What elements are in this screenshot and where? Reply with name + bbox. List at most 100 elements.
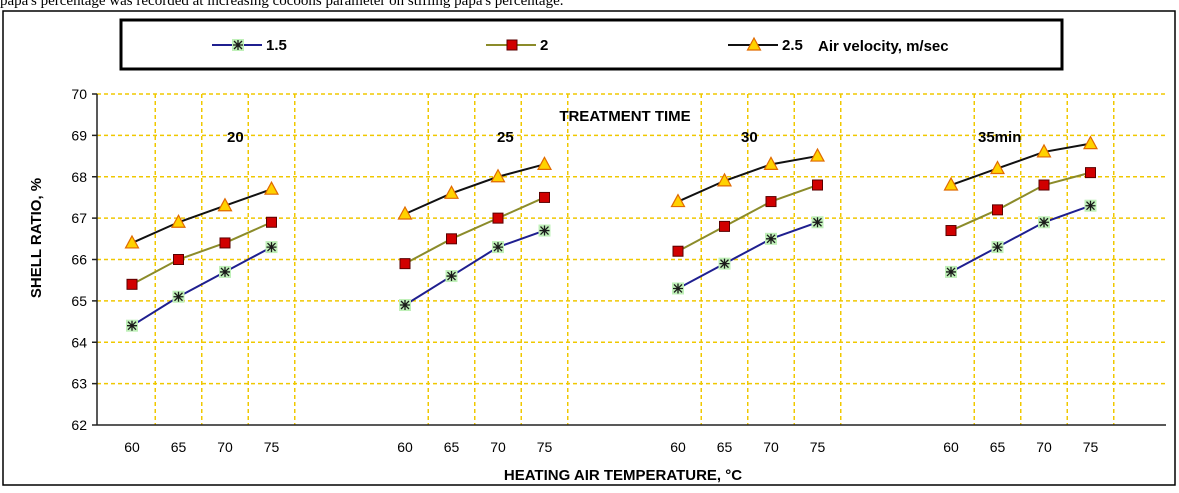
square-marker [266,216,277,228]
asterisk-marker [232,39,244,51]
triangle-marker [763,156,779,170]
grid [97,93,1166,425]
y-tick-label: 62 [71,417,87,433]
legend-items: 1.5 2 2.5 [212,36,803,54]
triangle-marker [263,180,280,195]
legend-item: 2.5 [728,36,803,54]
asterisk-marker [1084,199,1097,212]
asterisk-marker [538,224,551,237]
square-marker [539,191,550,203]
square-marker [672,245,684,257]
legend: 1.5 2 2.5 Air velocity, m/sec [119,18,1064,71]
triangle-marker [1036,143,1052,158]
asterisk-marker [672,282,684,295]
square-marker [446,233,457,245]
triangle-marker [989,160,1006,175]
asterisk-marker-glyph [173,291,184,302]
asterisk-marker-glyph [1039,217,1049,228]
series-line [677,184,818,253]
asterisk-marker [718,257,731,270]
x-tick-label: 60 [124,439,140,455]
chart-border [2,10,1176,486]
series-line [131,188,272,244]
asterisk-marker-glyph [946,266,956,277]
legend-label: 1.5 [266,37,287,54]
asterisk-marker-glyph [220,266,230,277]
legend-title: Air velocity, m/sec [818,38,949,55]
triangle-marker [670,193,686,208]
triangle-marker [943,176,959,191]
group-label: 20 [227,129,244,146]
asterisk-marker-glyph [812,217,823,228]
x-tick-label: 75 [264,439,280,455]
asterisk-marker-glyph [766,233,776,244]
legend-label: 2 [540,37,548,54]
asterisk-marker [172,290,185,303]
triangle-marker [809,147,826,162]
x-axis: 60 65 70 75 60 65 70 75 60 65 70 75 60 65 70 75 [97,424,1166,455]
square-marker [1038,179,1050,191]
asterisk-marker-glyph [400,300,410,311]
square-marker [492,212,504,224]
asterisk-marker [265,241,278,254]
series-line [950,171,1091,232]
x-tick-label: 65 [444,439,460,455]
series-line [131,246,272,327]
asterisk-marker-glyph [493,242,503,253]
legend-item: 2 [486,37,548,54]
series-line [404,163,545,215]
asterisk-marker [811,216,824,229]
group-label: 25 [497,129,514,146]
x-tick-label: 65 [171,439,187,455]
square-marker [173,254,184,265]
x-tick-label: 75 [810,439,826,455]
triangle-marker [536,156,553,170]
triangle-marker [716,172,733,187]
square-marker [719,220,730,232]
legend-box [119,18,1064,71]
asterisk-marker [399,299,411,312]
legend-item: 1.5 [212,37,287,54]
x-tick-label: 60 [670,439,686,455]
square-marker [945,225,957,237]
group-title: TREATMENT TIME [559,108,690,125]
group-label: 30 [741,129,758,146]
x-tick-label: 75 [1083,439,1099,455]
triangle-marker [124,234,140,249]
y-tick-label: 67 [71,210,87,226]
square-marker [399,258,411,270]
asterisk-marker [219,265,231,278]
series-line [950,142,1091,186]
asterisk-marker-glyph [673,283,683,294]
asterisk-marker [765,232,777,245]
y-tick-label: 64 [71,334,87,350]
asterisk-marker [991,241,1004,254]
asterisk-marker-glyph [446,271,457,282]
x-tick-label: 75 [537,439,553,455]
triangle-marker [490,168,506,183]
triangle-marker [746,36,762,51]
series-line [131,221,272,286]
y-tick-label: 68 [71,169,87,185]
x-tick-label: 60 [397,439,413,455]
series-line [950,204,1091,273]
x-tick-label: 70 [490,439,506,455]
asterisk-marker [1038,216,1050,229]
triangle-marker [1082,135,1099,150]
x-tick-label: 65 [717,439,733,455]
legend-label: 2.5 [782,37,803,54]
asterisk-marker [445,270,458,283]
y-tick-label: 63 [71,376,87,392]
y-axis: 62 63 64 65 66 67 68 69 70 [71,86,98,433]
triangle-marker [217,197,233,212]
asterisk-marker-glyph [127,320,137,331]
series-line [677,221,818,290]
square-marker [812,179,823,191]
x-axis-label: HEATING AIR TEMPERATURE, °C [504,467,742,484]
series-2 [126,167,1096,290]
plot-area [124,135,1099,332]
asterisk-marker [945,265,957,278]
asterisk-marker-glyph [719,258,730,269]
x-tick-label: 70 [217,439,233,455]
